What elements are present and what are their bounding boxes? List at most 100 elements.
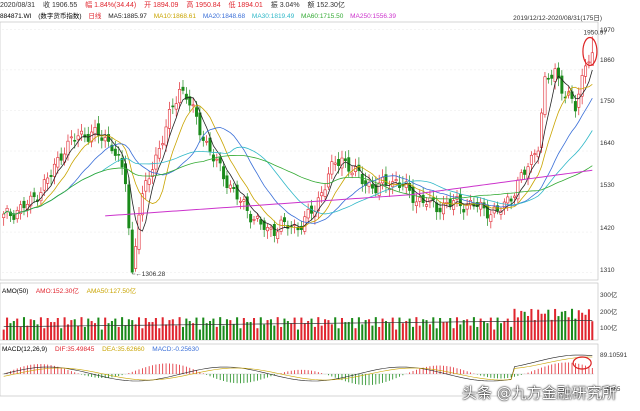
amo-bar [439, 317, 442, 340]
amo-bar [581, 312, 584, 340]
amo-value: AMO:152.30亿 [35, 288, 79, 295]
amo-bar [87, 318, 90, 340]
candle-body [577, 93, 581, 108]
amo-bar [340, 317, 343, 340]
amo-bar [381, 318, 384, 340]
y-tick-label: 1420 [600, 225, 615, 232]
candle-body [218, 157, 222, 164]
candle-body [276, 231, 280, 239]
candle-body [580, 75, 584, 97]
candle-body [22, 200, 26, 209]
candle-body [506, 196, 510, 204]
amo-bar [168, 320, 171, 340]
candle-body [435, 202, 439, 213]
amo-bar [148, 322, 151, 340]
candle-body [340, 157, 344, 169]
candle-body [431, 197, 435, 201]
macd-tick: -7.5565 [600, 387, 621, 393]
candle-body [242, 199, 246, 202]
amo-bar [222, 325, 225, 340]
candle-body [137, 214, 141, 250]
amo-bar [124, 325, 127, 340]
amo-bar [395, 329, 398, 340]
candle-body [120, 157, 124, 168]
amo-bar [198, 329, 201, 340]
candle-body [377, 182, 381, 196]
amo-bar [77, 325, 80, 340]
candle-body [587, 61, 591, 64]
quote-close: 收 1906.55 [43, 2, 78, 9]
candle-body [184, 93, 188, 100]
amo-bar [354, 328, 357, 340]
macd-highlight-circle [572, 356, 592, 370]
amo-bar [90, 321, 93, 340]
candle-body [117, 154, 121, 156]
amo-bar [554, 308, 557, 340]
candle-body [502, 201, 506, 209]
candle-body [418, 197, 422, 202]
candle-body [130, 229, 134, 273]
amo-bar [53, 322, 56, 340]
index-name: (数字货币指数) [38, 13, 82, 20]
amo-bar [165, 324, 168, 340]
amo-tick: 200亿 [600, 309, 618, 316]
amo-bar [134, 324, 137, 340]
amo-tick: 100亿 [600, 325, 618, 332]
macd-value: MACD:-0.25630 [152, 346, 199, 353]
candle-body [316, 197, 320, 212]
ma250-line [105, 169, 593, 217]
candle-body [174, 103, 178, 110]
amo-bar [127, 319, 130, 340]
candle-body [42, 179, 46, 191]
candle-body [573, 101, 577, 112]
amo-bar [361, 324, 364, 340]
candle-body [556, 67, 560, 79]
amo-bar [422, 319, 425, 340]
amo-bar [273, 325, 276, 340]
candle-body [536, 150, 540, 158]
amo-bar [442, 322, 445, 340]
candle-body [73, 139, 77, 142]
amo-bar [351, 318, 354, 340]
candle-body [181, 86, 185, 91]
candle-body [469, 200, 473, 206]
amo-bar [94, 323, 97, 340]
amo-bar [412, 326, 415, 340]
amo-bar [185, 318, 188, 340]
candle-body [195, 107, 198, 117]
ma60-label: MA60:1715.50 [301, 13, 344, 20]
amo-bar [151, 322, 154, 340]
amo-bar [50, 322, 53, 340]
candle-body [66, 140, 70, 156]
amo-bar [486, 323, 489, 340]
amo-bar [499, 323, 502, 340]
amo-bar [533, 319, 536, 340]
y-tick-label: 1310 [600, 267, 615, 274]
amo-bar [121, 317, 124, 340]
amo-bar [12, 321, 15, 340]
candle-body [255, 215, 259, 219]
amo-bar [347, 322, 350, 340]
ma5-line [3, 69, 593, 232]
candle-body [178, 89, 182, 104]
y-tick-label: 1750 [600, 98, 615, 105]
candle-body [52, 163, 56, 177]
ma60-line [3, 155, 593, 215]
candle-body [90, 131, 94, 143]
period-label[interactable]: 日线 [88, 13, 102, 20]
amo-bar [56, 318, 59, 340]
amo-bar [303, 323, 306, 340]
amo-bar [63, 317, 66, 340]
highlight-circle [582, 36, 598, 67]
candle-body [59, 153, 63, 161]
amo-bar [195, 317, 198, 340]
quote-high: 高 1950.84 [186, 2, 221, 9]
candle-body [154, 154, 158, 170]
macd-panel-frame [0, 343, 599, 397]
ma250-label: MA250:1556.39 [350, 13, 397, 20]
ma10-label: MA10:1868.61 [153, 13, 196, 20]
amo-bar [530, 308, 533, 340]
quote-change: 幅 1.84%(34.44) [85, 2, 137, 9]
amo-bar [401, 323, 404, 340]
